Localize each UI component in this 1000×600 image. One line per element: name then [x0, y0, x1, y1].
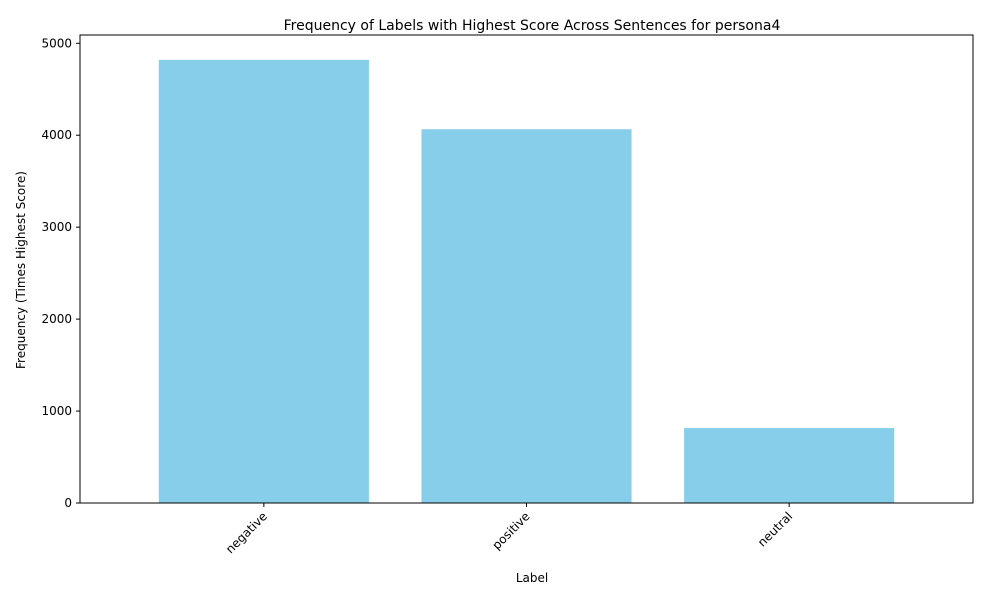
- plot-frame: [79, 34, 974, 504]
- x-tick-label-negative: negative: [223, 509, 270, 556]
- bar-neutral: [684, 428, 895, 503]
- y-tick-label-5000: 5000: [41, 36, 72, 50]
- x-tick-label-positive: positive: [489, 509, 532, 552]
- y-axis-label: Frequency (Times Highest Score): [14, 171, 28, 369]
- x-axis: negative positive neutral: [223, 503, 795, 556]
- y-tick-label-0: 0: [64, 496, 72, 510]
- y-axis: 0 1000 2000 3000 4000 5000: [41, 36, 80, 510]
- y-tick-label-2000: 2000: [41, 312, 72, 326]
- y-tick-label-1000: 1000: [41, 404, 72, 418]
- plot-area: [158, 59, 895, 504]
- bar-negative: [158, 59, 369, 504]
- chart-title: Frequency of Labels with Highest Score A…: [284, 18, 781, 34]
- y-tick-label-3000: 3000: [41, 220, 72, 234]
- x-axis-label: Label: [516, 571, 548, 585]
- y-tick-label-4000: 4000: [41, 128, 72, 142]
- x-tick-label-neutral: neutral: [755, 509, 795, 549]
- bar-positive: [421, 129, 632, 503]
